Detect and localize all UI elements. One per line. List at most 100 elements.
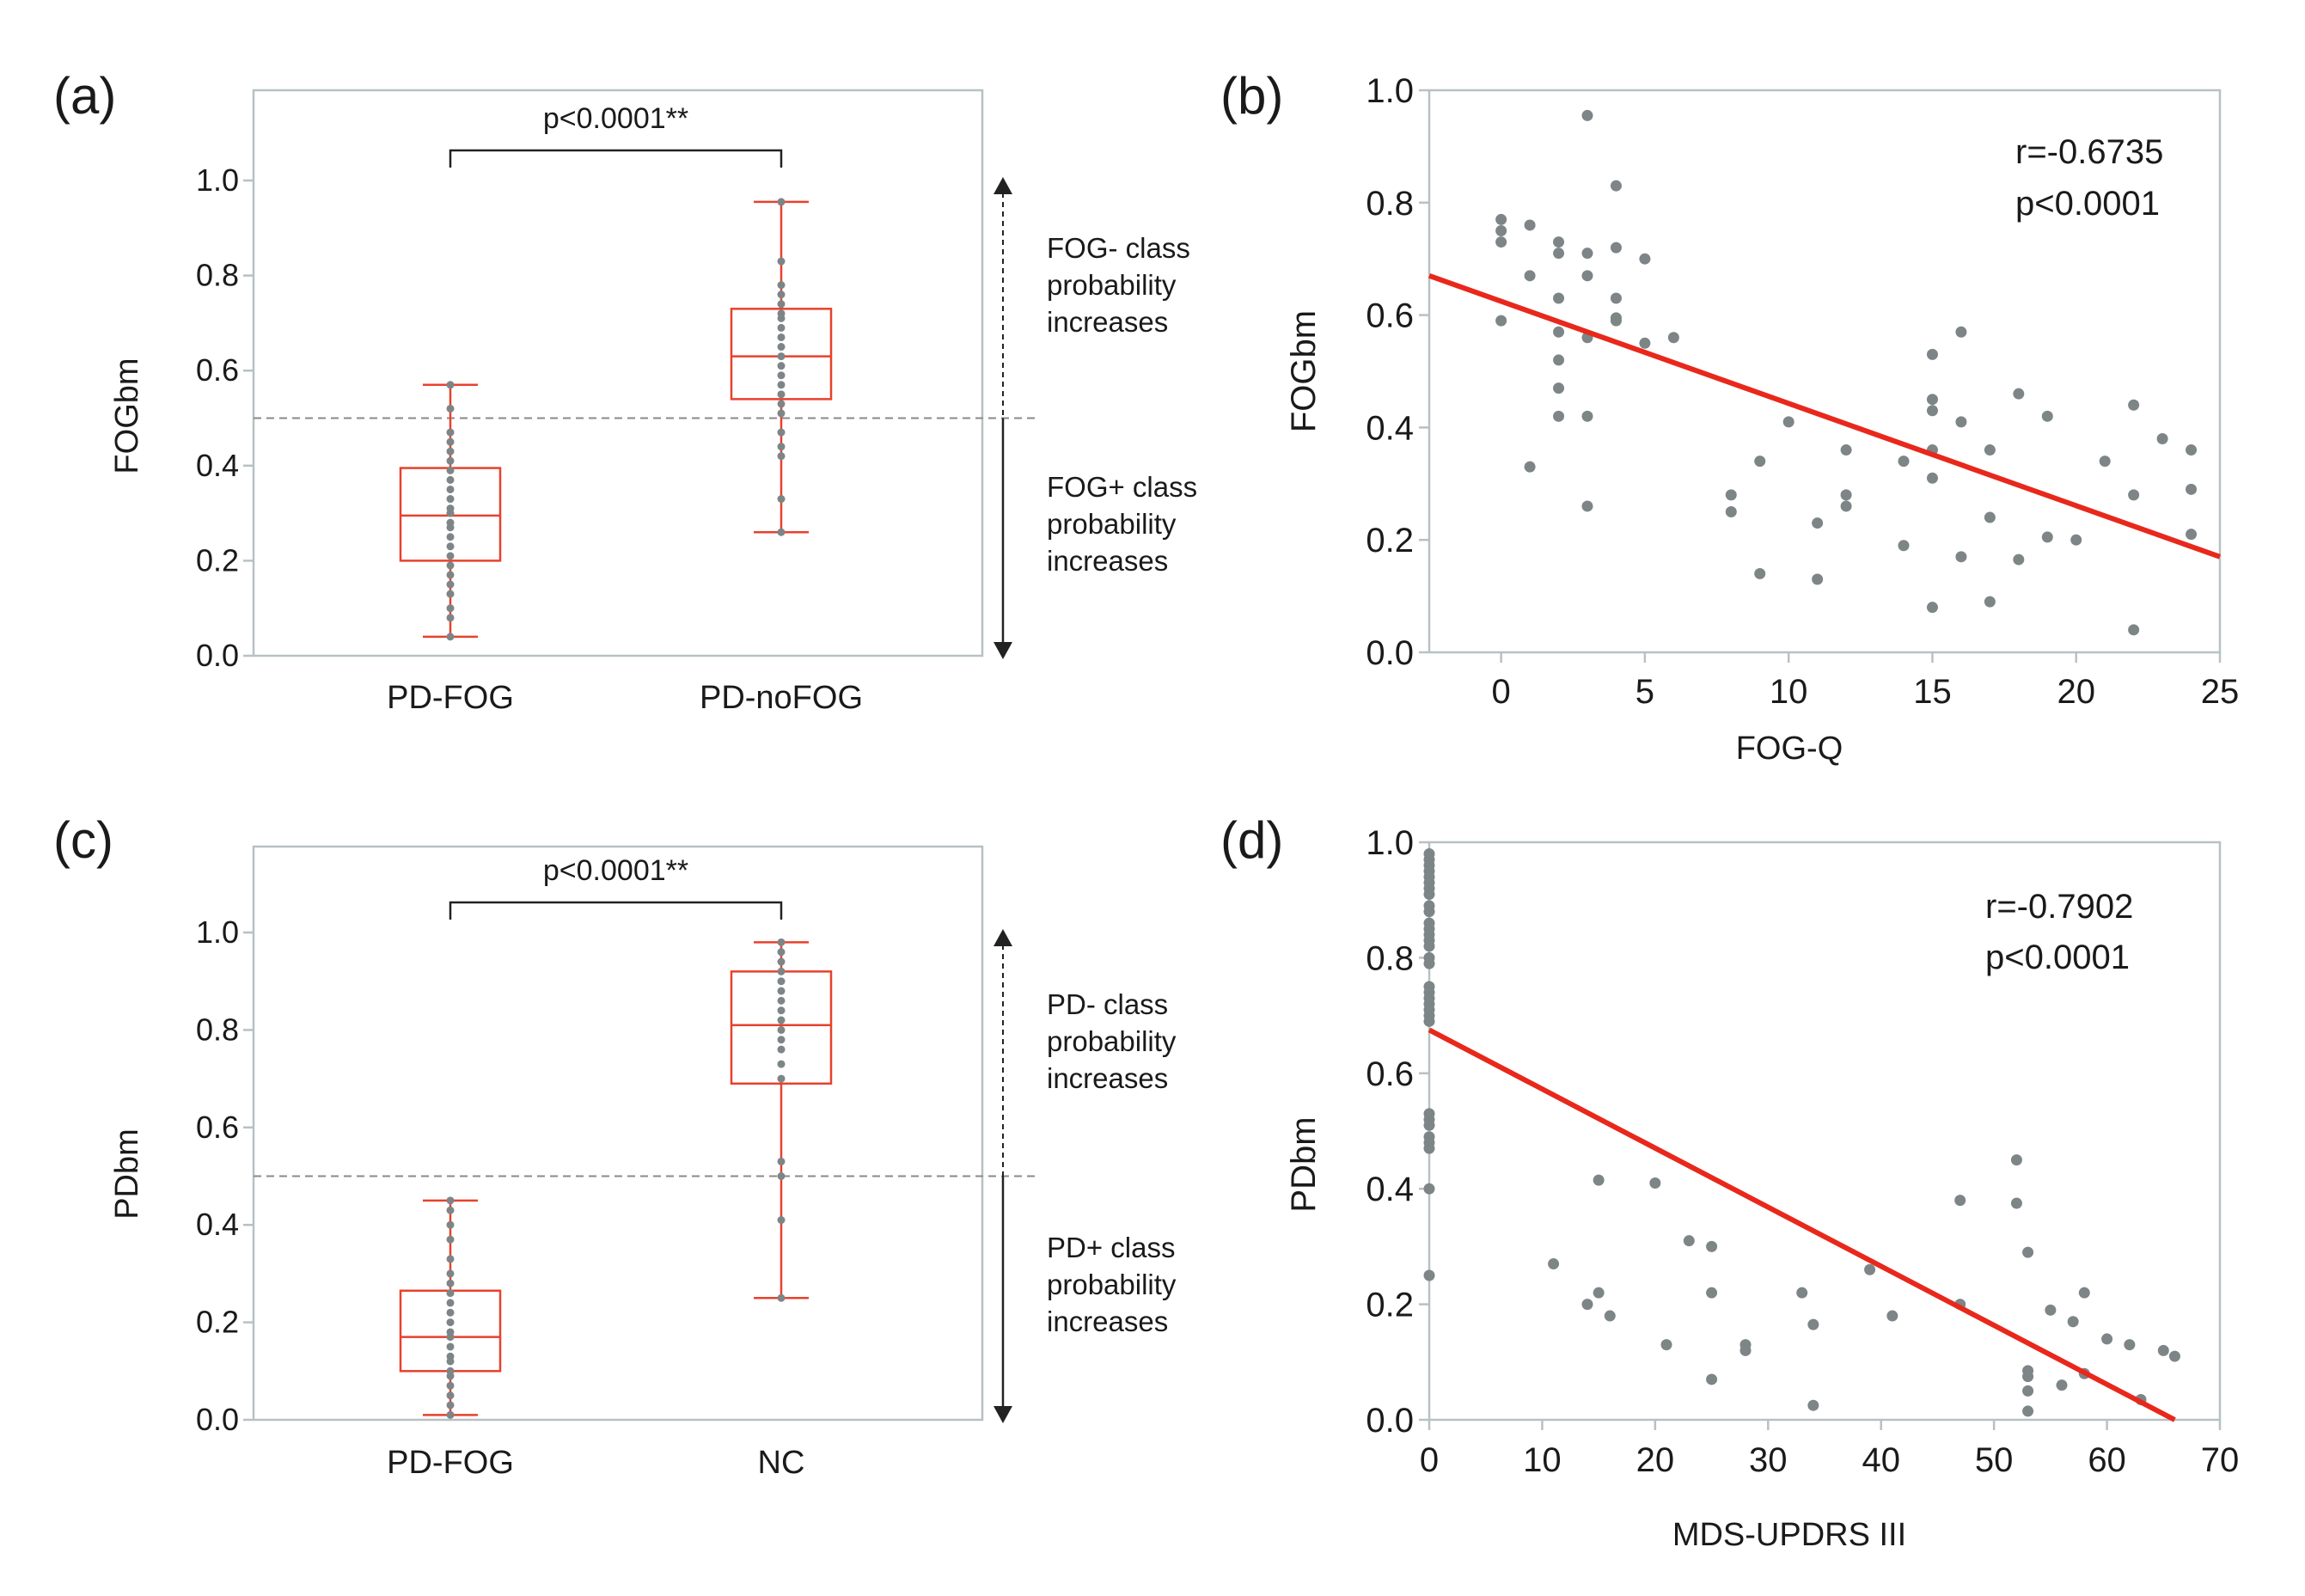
data-point [777, 323, 786, 332]
x-tick-label: 60 [2088, 1441, 2126, 1479]
data-point [777, 1216, 786, 1225]
data-point [1553, 236, 1565, 248]
data-point [446, 590, 455, 598]
data-point [777, 528, 786, 536]
data-point [1423, 1269, 1435, 1281]
data-point [446, 1279, 455, 1287]
data-point [777, 428, 786, 437]
significance-label: p<0.0001** [543, 102, 688, 135]
data-point [777, 333, 786, 341]
plot-frame [1428, 89, 2222, 654]
lower-annotation-line: probability [1047, 508, 1177, 540]
data-point [1639, 253, 1651, 265]
significance-bracket [449, 901, 783, 920]
data-point [1886, 1310, 1898, 1322]
data-point [446, 1410, 455, 1419]
data-point [1423, 906, 1435, 918]
upper-annotation-line: probability [1047, 269, 1177, 301]
data-point [446, 561, 455, 570]
data-point [1581, 1299, 1593, 1311]
data-point [777, 352, 786, 361]
data-point [446, 447, 455, 456]
data-point [1926, 602, 1938, 614]
data-point [777, 390, 786, 399]
stats-annotation-line: p<0.0001 [2015, 185, 2160, 223]
lower-annotation-line: increases [1047, 545, 1168, 577]
x-tick-label: 0 [1492, 673, 1511, 711]
data-point [2101, 1333, 2113, 1345]
data-point [446, 1367, 455, 1375]
x-tick-label: 0 [1420, 1441, 1439, 1479]
x-tick-label: 40 [1862, 1441, 1900, 1479]
data-point [446, 1328, 455, 1336]
data-point [1423, 1015, 1435, 1027]
y-tick-label: 0.2 [1366, 1287, 1414, 1324]
data-point [777, 452, 786, 461]
regression-line [1428, 1027, 2176, 1422]
data-point [777, 409, 786, 418]
data-point [1524, 461, 1536, 473]
y-tick-label: 0.8 [196, 258, 239, 293]
data-point [446, 1401, 455, 1409]
data-point [777, 381, 786, 389]
panel-label: (a) [53, 67, 116, 125]
data-point [1984, 511, 1996, 523]
data-point [1548, 1258, 1560, 1270]
lower-annotation-line: increases [1047, 1306, 1168, 1337]
data-point [2022, 1246, 2034, 1258]
data-point [446, 1196, 455, 1205]
data-point [446, 1289, 455, 1298]
data-point [1495, 213, 1507, 225]
lower-annotation-line: PD+ class [1047, 1232, 1175, 1263]
panel-label: (d) [1220, 811, 1283, 869]
x-category-label: PD-FOG [387, 680, 514, 716]
data-point [2070, 534, 2082, 546]
data-point [1649, 1177, 1661, 1189]
data-point [1706, 1287, 1718, 1299]
data-point [1423, 957, 1435, 969]
data-point [2186, 483, 2198, 495]
y-tick-label: 0.0 [1366, 1402, 1414, 1440]
data-point [777, 1036, 786, 1044]
data-point [1495, 236, 1507, 248]
data-point [446, 1206, 455, 1214]
arrow-head-down [994, 1406, 1012, 1423]
data-point [1524, 219, 1536, 231]
data-point [1796, 1287, 1808, 1299]
x-tick-label: 25 [2201, 673, 2240, 711]
data-point [777, 290, 786, 299]
data-point [446, 475, 455, 484]
y-tick-label: 0.4 [1366, 1171, 1414, 1208]
data-point [777, 309, 786, 318]
data-point [2186, 529, 2198, 541]
data-point [446, 1220, 455, 1229]
data-point [1754, 456, 1766, 468]
data-point [1553, 292, 1565, 304]
box-1 [730, 938, 833, 1302]
data-point [2010, 1197, 2022, 1209]
y-tick-label: 0.8 [196, 1012, 239, 1047]
y-axis-label: FOGbm [109, 358, 145, 474]
data-point [777, 977, 786, 986]
data-point [777, 443, 786, 451]
data-point [2099, 456, 2111, 468]
box-iqr [730, 308, 833, 401]
panel-0: (a) 0.0 0.2 0.4 0.6 0.8 1.0 FOGbm PD-FOG PD-noFOG… [53, 67, 1197, 716]
data-point [446, 533, 455, 541]
y-tick-label: 0.6 [1366, 297, 1414, 335]
data-point [2056, 1379, 2068, 1391]
x-tick-label: 5 [1636, 673, 1654, 711]
data-point [1553, 410, 1565, 422]
lower-annotation-line: probability [1047, 1269, 1177, 1300]
data-point [777, 198, 786, 206]
regression-line [1428, 272, 2222, 560]
y-axis-label: PDbm [1285, 1116, 1323, 1212]
y-tick-label: 0.8 [1366, 185, 1414, 223]
x-category-label: PD-noFOG [700, 680, 863, 716]
panel-2: (c) 0.0 0.2 0.4 0.6 0.8 1.0 PDbm PD-FOG NC p<0.000… [53, 811, 1177, 1481]
data-point [2041, 410, 2053, 422]
data-point [1984, 444, 1996, 456]
data-point [446, 1308, 455, 1317]
x-tick-label: 30 [1749, 1441, 1788, 1479]
